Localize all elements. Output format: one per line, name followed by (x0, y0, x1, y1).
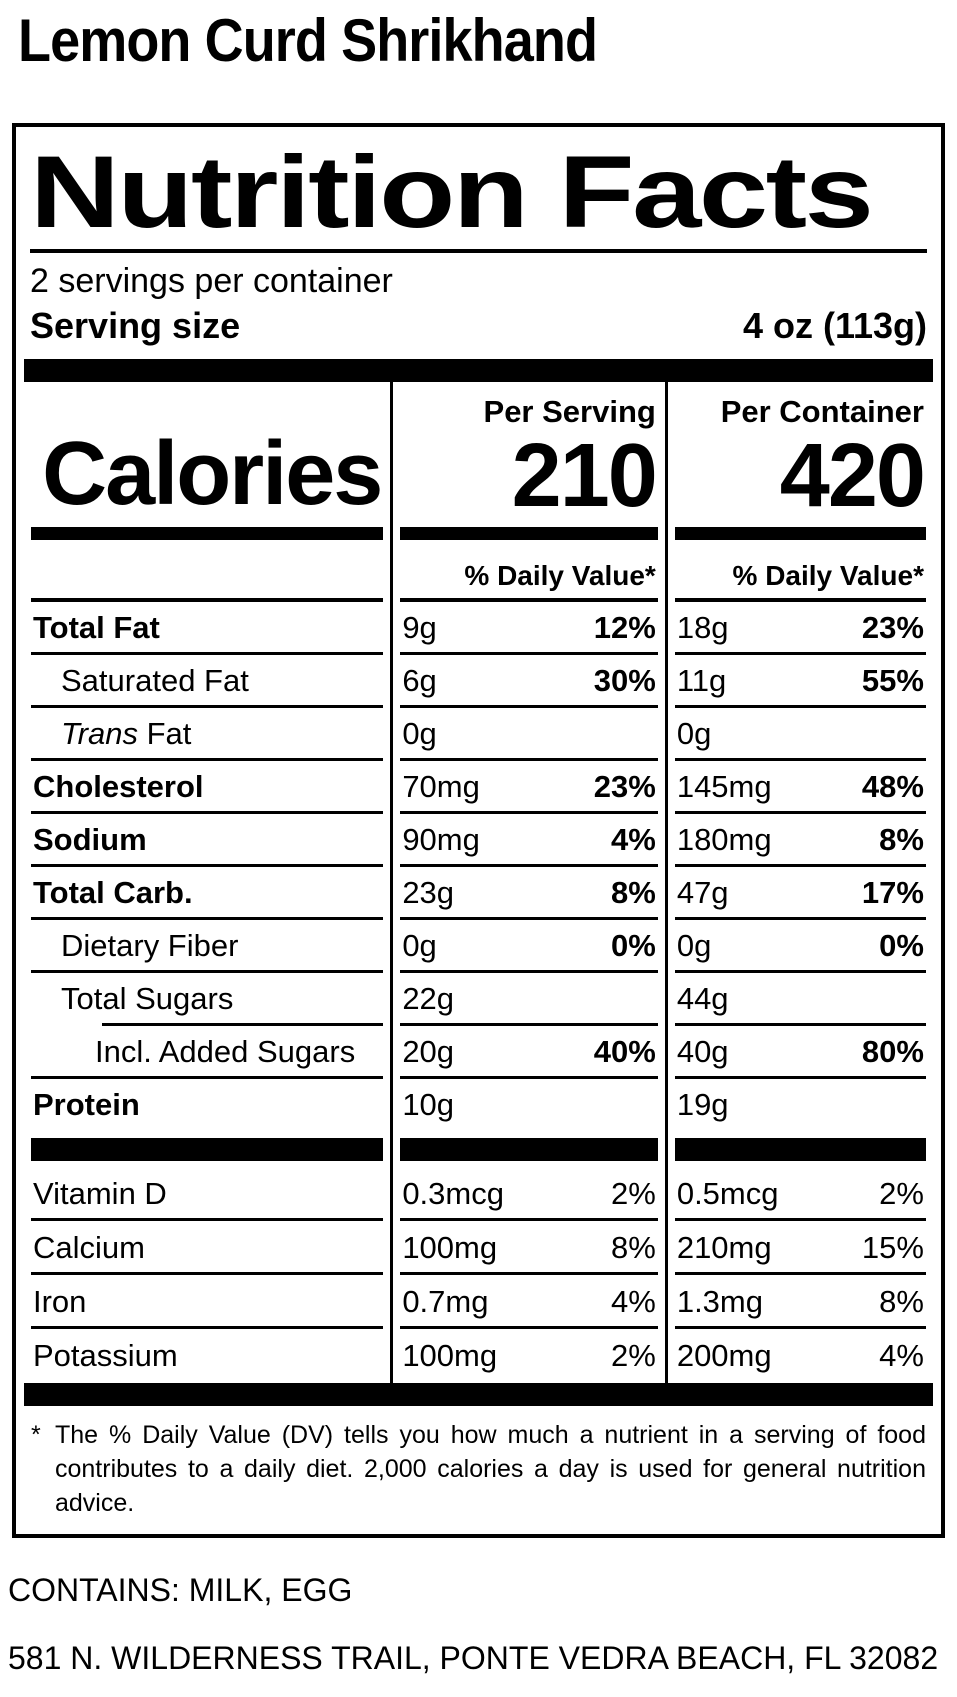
calories-bar (24, 518, 390, 550)
nutrient-serving-cell: 22g (390, 972, 665, 1026)
daily-value-header-container: % Daily Value* (664, 549, 933, 602)
nutrient-name: Cholesterol (24, 761, 390, 814)
nutrient-serving-cell: 0g 0% (390, 919, 665, 973)
calories-bar (390, 517, 665, 550)
nutrient-name: Protein (33, 1087, 140, 1122)
vitamin-name: Iron (24, 1275, 390, 1329)
vitamin-container-cell: 0.5mcg 2% (664, 1166, 933, 1221)
manufacturer-address: 581 N. WILDERNESS TRAIL, PONTE VEDRA BEA… (8, 1639, 939, 1676)
serving-size-label: Serving size (30, 304, 241, 346)
nutrient-container-cell: 40g 80% (664, 1025, 933, 1079)
contains-statement: CONTAINS: MILK, EGG (8, 1571, 353, 1608)
nutrient-container-cell: 145mg 48% (664, 760, 933, 814)
nutrient-serving-cell: 9g 12% (390, 601, 665, 655)
nutrient-container-cell: 0g (664, 707, 933, 761)
nutrient-serving-cell: 6g 30% (390, 654, 665, 708)
daily-value-header-serving: % Daily Value* (390, 549, 665, 602)
vitamin-name: Vitamin D (24, 1167, 390, 1221)
servings-per-container: 2 servings per container (30, 262, 393, 300)
vitamin-serving-cell: 100mg 8% (390, 1220, 665, 1275)
nutrition-facts-label: Nutrition Facts 2 servings per container… (12, 123, 945, 1538)
label-title: Nutrition Facts (30, 135, 874, 249)
vitamin-name: Calcium (24, 1221, 390, 1275)
nutrient-name: Saturated Fat (24, 655, 390, 708)
nutrient-name: Sodium (24, 814, 390, 867)
footnote-bar (24, 1382, 933, 1406)
serving-size-value: 4 oz (113g) (742, 304, 927, 346)
title-rule (30, 249, 927, 253)
nutrient-container-cell: 11g 55% (664, 654, 933, 708)
nutrient-name: Dietary Fiber (24, 920, 390, 973)
vitamin-name: Potassium (33, 1337, 178, 1373)
product-title: Lemon Curd Shrikhand (18, 7, 598, 74)
nutrient-serving-cell: 23g 8% (390, 866, 665, 920)
nutrient-container-cell: 180mg 8% (664, 813, 933, 867)
calories-header-spacer (24, 382, 390, 430)
nutrient-container-cell: 18g 23% (664, 601, 933, 655)
nutrient-serving-cell: 70mg 23% (390, 760, 665, 814)
nutrient-name: Total Carb. (24, 867, 390, 920)
per-container-header: Per Container (664, 381, 933, 430)
section-bar (24, 1132, 390, 1167)
nutrient-serving-cell: 20g 40% (390, 1025, 665, 1079)
nutrient-container-cell: 44g (664, 972, 933, 1026)
calories-per-serving: 210 (390, 429, 665, 521)
calories-bar (664, 517, 933, 550)
nutrient-name: Total Fat (24, 602, 390, 655)
vitamin-serving-cell: 100mg 2% (390, 1328, 665, 1383)
calories-per-container: 420 (664, 429, 933, 521)
nutrient-container-cell: 0g 0% (664, 919, 933, 973)
vitamin-container-cell: 1.3mg 8% (664, 1274, 933, 1329)
nutrient-container-cell: 47g 17% (664, 866, 933, 920)
nutrient-name: Incl. Added Sugars (24, 1026, 390, 1079)
section-bar (664, 1131, 933, 1167)
nutrient-container-cell: 19g (664, 1078, 933, 1132)
serving-size-bar (24, 358, 933, 382)
nutrient-serving-cell: 90mg 4% (390, 813, 665, 867)
footnote: * The % Daily Value (DV) tells you how m… (31, 1418, 926, 1520)
section-bar (390, 1131, 665, 1167)
vitamin-container-cell: 200mg 4% (664, 1328, 933, 1383)
per-serving-header: Per Serving (390, 381, 665, 430)
nutrient-serving-cell: 0g (390, 707, 665, 761)
vitamin-container-cell: 210mg 15% (664, 1220, 933, 1275)
vitamin-serving-cell: 0.7mg 4% (390, 1274, 665, 1329)
footnote-asterisk: * (31, 1420, 41, 1449)
nutrient-name: Trans Fat (24, 708, 390, 761)
nutrient-name: Total Sugars (24, 973, 390, 1026)
daily-value-header-spacer (24, 550, 390, 602)
nutrient-serving-cell: 10g (390, 1078, 665, 1132)
facts-table: Per Serving Per Container Calories 210 4… (24, 381, 933, 1383)
vitamin-serving-cell: 0.3mcg 2% (390, 1166, 665, 1221)
serving-size-row: Serving size 4 oz (113g) (30, 305, 927, 347)
page: Lemon Curd Shrikhand Nutrition Facts 2 s… (0, 6, 957, 1681)
footnote-text: The % Daily Value (DV) tells you how muc… (55, 1420, 926, 1517)
calories-label: Calories (42, 423, 383, 524)
